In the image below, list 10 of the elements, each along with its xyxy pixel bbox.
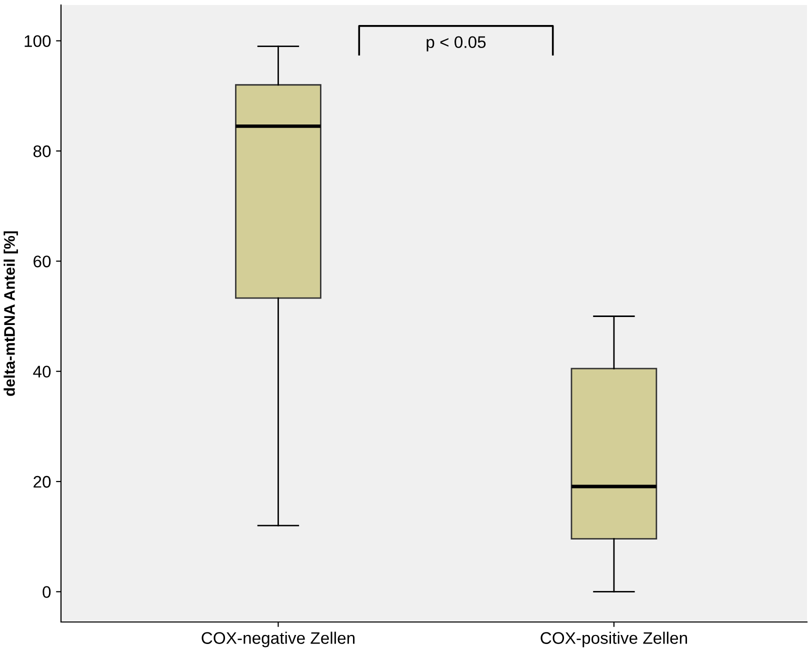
y-tick-label: 60 <box>34 256 51 268</box>
y-tick-label: 0 <box>42 586 51 598</box>
x-tick-label: COX-positive Zellen <box>540 632 687 648</box>
y-tick-label: 100 <box>24 35 51 48</box>
y-tick-label: 80 <box>33 145 51 158</box>
y-axis-title: delta-mtDNA Anteil [%] <box>4 231 18 396</box>
annotation: p < 0.05 <box>426 36 486 52</box>
y-tick-label: 40 <box>33 366 51 378</box>
x-tick-label: COX-negative Zellen <box>202 632 354 648</box>
y-tick-label: 20 <box>34 476 51 488</box>
